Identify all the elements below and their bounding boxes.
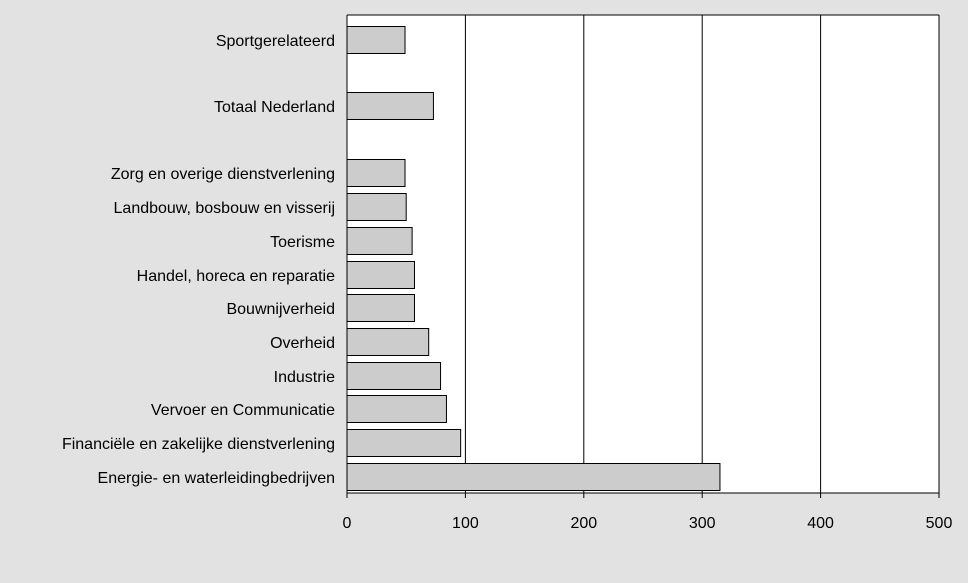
bar-8 bbox=[346, 362, 442, 390]
bar-10 bbox=[346, 429, 462, 457]
x-tick-label-0: 0 bbox=[343, 515, 352, 532]
category-label-6: Bouwnijverheid bbox=[226, 301, 335, 318]
category-label-7: Overheid bbox=[270, 335, 335, 352]
x-tick-label-5: 500 bbox=[926, 515, 953, 532]
bar-1 bbox=[346, 92, 434, 120]
bar-3 bbox=[346, 193, 407, 221]
category-label-8: Industrie bbox=[274, 369, 335, 386]
bar-7 bbox=[346, 328, 430, 356]
bar-4 bbox=[346, 227, 413, 255]
category-label-11: Energie- en waterleidingbedrijven bbox=[98, 470, 335, 487]
category-label-2: Zorg en overige dienstverlening bbox=[111, 166, 335, 183]
bar-2 bbox=[346, 159, 406, 187]
x-tick-label-3: 300 bbox=[689, 515, 716, 532]
x-tick-label-4: 400 bbox=[807, 515, 834, 532]
category-label-3: Landbouw, bosbouw en visserij bbox=[114, 200, 335, 217]
bar-5 bbox=[346, 261, 415, 289]
category-label-4: Toerisme bbox=[270, 234, 335, 251]
category-label-1: Totaal Nederland bbox=[214, 99, 335, 116]
bar-9 bbox=[346, 395, 447, 423]
category-label-0: Sportgerelateerd bbox=[216, 33, 335, 50]
x-tick-label-1: 100 bbox=[452, 515, 479, 532]
bar-6 bbox=[346, 294, 415, 322]
category-label-9: Vervoer en Communicatie bbox=[151, 402, 335, 419]
x-tick-label-2: 200 bbox=[570, 515, 597, 532]
category-label-5: Handel, horeca en reparatie bbox=[137, 268, 335, 285]
bar-11 bbox=[346, 463, 721, 491]
bar-0 bbox=[346, 26, 406, 54]
category-label-10: Financiële en zakelijke dienstverlening bbox=[62, 436, 335, 453]
